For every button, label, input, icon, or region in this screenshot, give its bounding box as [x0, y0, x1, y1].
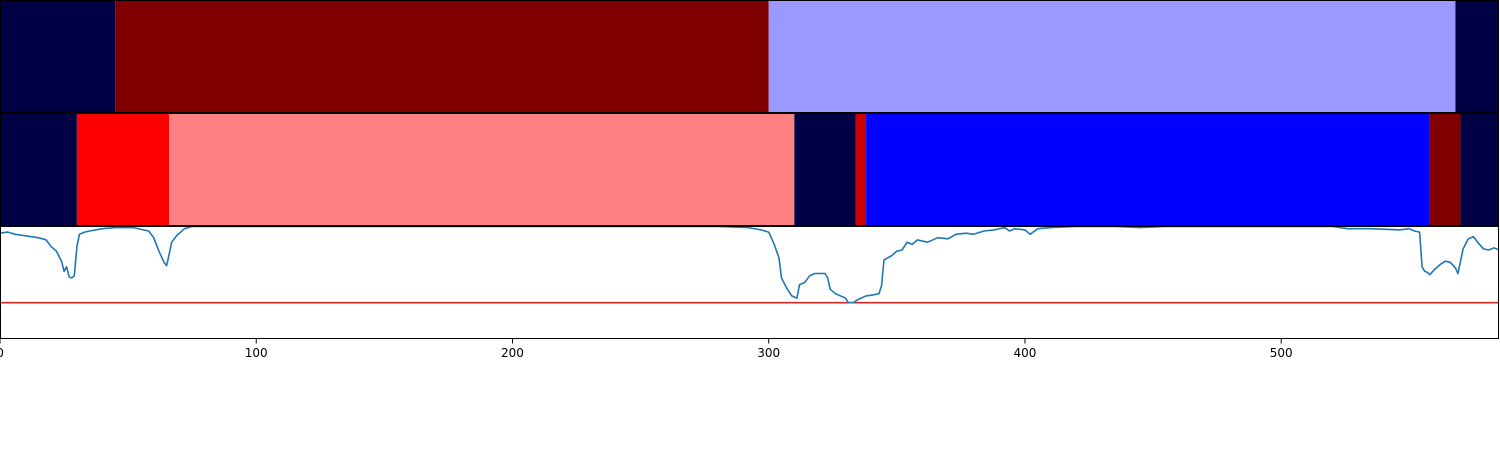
segment-1-6: [1429, 113, 1461, 226]
segment-0-3: [1455, 0, 1499, 113]
segment-0-2: [768, 0, 1456, 113]
panel-frame-1: [0, 113, 1499, 226]
panel-frames: [0, 0, 1499, 339]
x-tick-label: 300: [757, 346, 780, 360]
panel-frame-2: [0, 226, 1499, 339]
segment-1-4: [855, 113, 867, 226]
x-tick-500: 500: [1270, 338, 1293, 360]
signal-line: [0, 225, 1500, 304]
x-tick-label: 500: [1270, 346, 1293, 360]
x-tick-label: 400: [1014, 346, 1037, 360]
segment-0-0: [0, 0, 116, 113]
x-axis: 0 100 200 300 400 500: [0, 338, 1293, 360]
segment-1-2: [169, 113, 795, 226]
x-tick-200: 200: [501, 338, 524, 360]
x-tick-400: 400: [1014, 338, 1037, 360]
x-tick-100: 100: [245, 338, 268, 360]
segment-1-0: [0, 113, 77, 226]
segment-1-7: [1460, 113, 1499, 226]
x-tick-0: 0: [0, 338, 4, 360]
middle-segment-band: [0, 113, 1499, 226]
segment-1-3: [794, 113, 856, 226]
segment-1-5: [866, 113, 1430, 226]
segment-0-1: [115, 0, 769, 113]
x-tick-label: 0: [0, 346, 4, 360]
x-tick-label: 100: [245, 346, 268, 360]
segment-1-1: [76, 113, 170, 226]
x-tick-300: 300: [757, 338, 780, 360]
panel-frame-0: [0, 0, 1499, 113]
top-segment-band: [0, 0, 1499, 113]
x-tick-label: 200: [501, 346, 524, 360]
signal-line-panel: [0, 225, 1500, 304]
